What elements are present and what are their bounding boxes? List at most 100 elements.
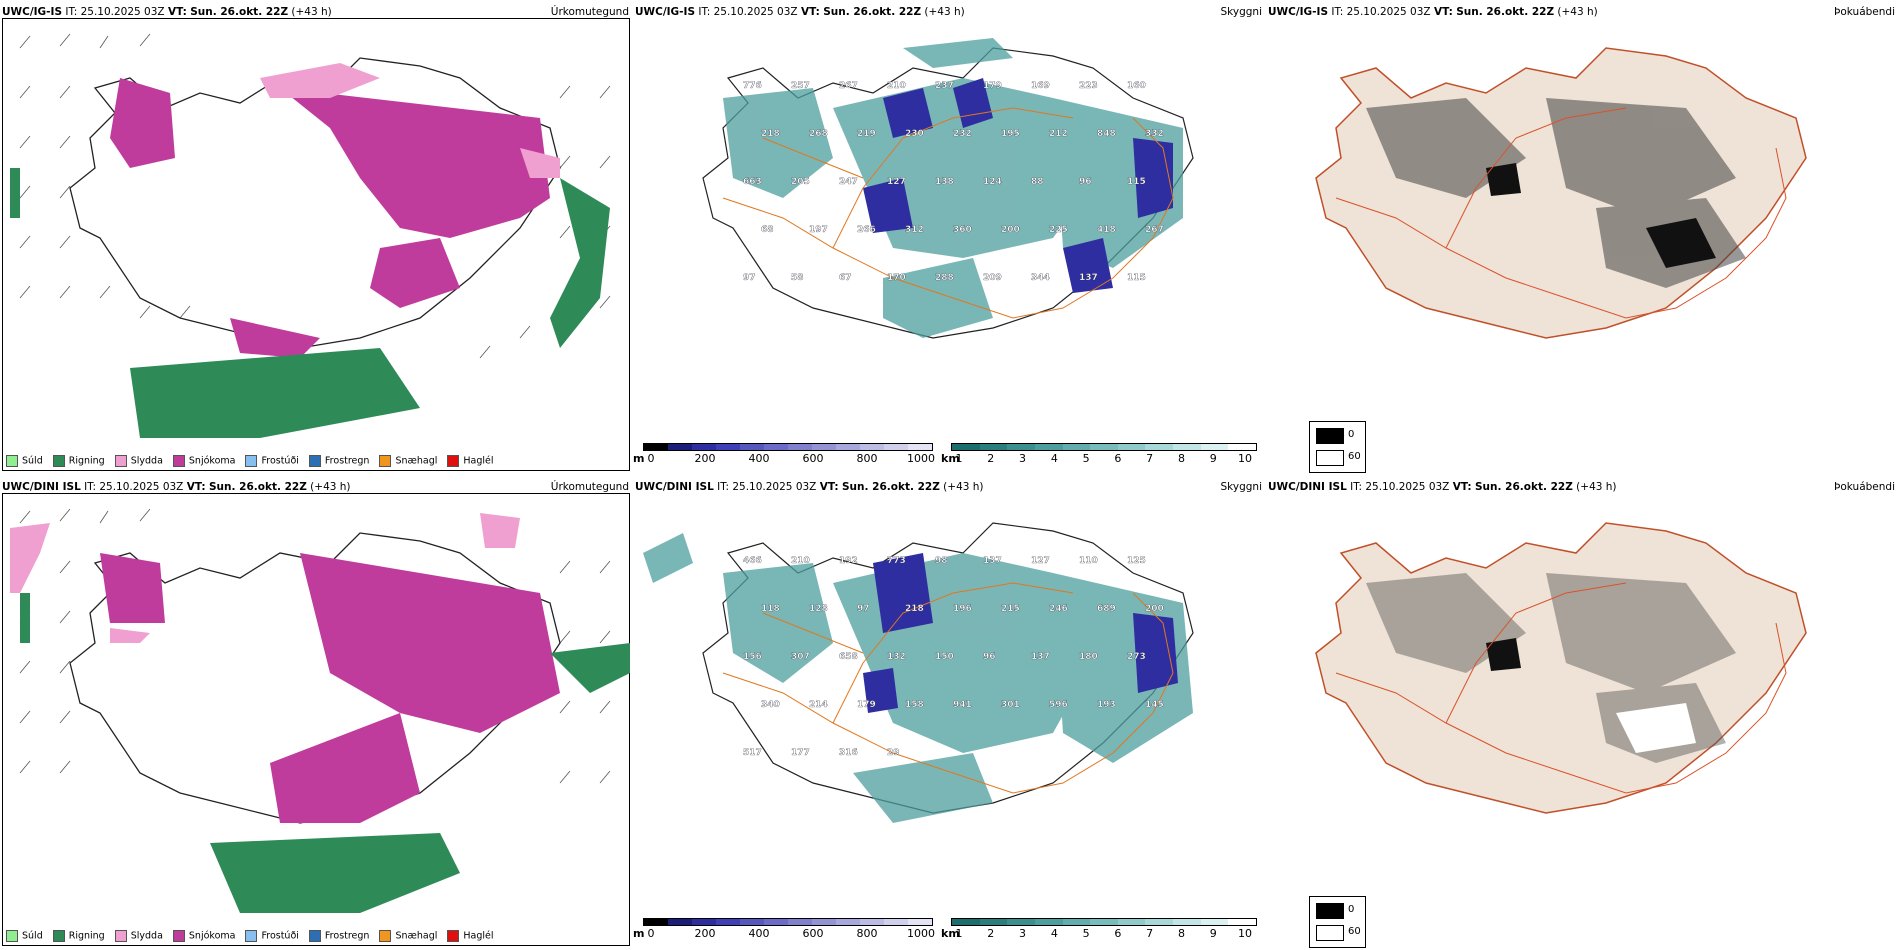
cloud-base-label: 156 xyxy=(743,652,762,662)
colorbar-tick: 0 xyxy=(647,452,655,465)
cloud-base-label: 145 xyxy=(1145,700,1164,710)
fog-shading xyxy=(1366,573,1736,763)
rain-areas xyxy=(20,593,630,913)
legend-swatch xyxy=(379,930,392,942)
cloud-base-label: 218 xyxy=(761,129,780,139)
precip-legend: Súld Rigning Slydda Snjókoma Frostúði Frostre… xyxy=(6,455,494,467)
cloud-base-label: 246 xyxy=(1049,604,1068,614)
cloud-base-label: 192 xyxy=(839,556,858,566)
legend-item: Frostregn xyxy=(308,930,370,942)
panel-title: Þokuábendi xyxy=(1834,481,1895,493)
snow-areas xyxy=(110,78,550,358)
legend-swatch xyxy=(308,455,321,467)
colorbar-tick: 8 xyxy=(1177,927,1185,940)
legend-item: Snæhagl xyxy=(379,930,437,942)
cloud-base-label: 137 xyxy=(983,556,1002,566)
fog-dense xyxy=(1486,163,1716,268)
colorbar-tick: 8 xyxy=(1177,452,1185,465)
legend-label: Snæhagl xyxy=(395,930,438,942)
fog-dense xyxy=(1486,638,1521,671)
legend-item: Slydda xyxy=(114,455,163,467)
cloud-base-label: 58 xyxy=(791,273,804,283)
fog-panel-bottom: UWC/DINI ISL IT: 25.10.2025 03Z VT: Sun.… xyxy=(1266,475,1899,950)
roads xyxy=(722,107,1174,319)
panel-header: UWC/IG-IS IT: 25.10.2025 03Z VT: Sun. 26… xyxy=(2,6,332,18)
fog-panel-top: UWC/IG-IS IT: 25.10.2025 03Z VT: Sun. 26… xyxy=(1266,0,1899,475)
cloud-base-label: 316 xyxy=(839,748,858,758)
cloud-base-label: 150 xyxy=(935,652,954,662)
cloud-base-label: 663 xyxy=(743,177,762,187)
cloud-base-label: 180 xyxy=(1079,652,1098,662)
legend-label: Frostregn xyxy=(324,930,370,942)
cloud-base-label: 200 xyxy=(1145,604,1164,614)
cloud-base-label: 312 xyxy=(905,225,924,235)
cloud-base-label: 160 xyxy=(1127,81,1146,91)
legend-swatch xyxy=(447,930,460,942)
cloud-base-label: 197 xyxy=(809,225,828,235)
precip-map xyxy=(10,33,611,438)
legend-item: Frostregn xyxy=(308,455,369,467)
colorbar-tick: 7 xyxy=(1146,452,1154,465)
low-cloud-areas xyxy=(863,78,1173,293)
cloud-base-label: 215 xyxy=(1001,604,1020,614)
cloud-base-label: 170 xyxy=(887,273,906,283)
cloud-base-label: 230 xyxy=(905,129,924,139)
colorbar-tick: 1 xyxy=(955,452,963,465)
cloud-base-label: 225 xyxy=(1049,225,1068,235)
colorbar-tick: 5 xyxy=(1082,452,1090,465)
cloud-base-label: 132 xyxy=(887,652,906,662)
legend-swatch xyxy=(245,455,258,467)
cloud-base-label: 209 xyxy=(983,273,1002,283)
cloud-base-label: 257 xyxy=(791,81,810,91)
cloud-base-label: 127 xyxy=(1031,556,1050,566)
snow-areas xyxy=(100,553,560,823)
fog-map xyxy=(1315,47,1807,339)
cloud-base-label: 127 xyxy=(887,177,906,187)
cloud-base-label: 218 xyxy=(905,604,924,614)
cloud-base-labels: 776 257 267 210 237 179 169 223 160 218 268 219 230 2… xyxy=(743,81,1164,283)
cloud-base-label: 214 xyxy=(809,700,828,710)
legend-swatch xyxy=(52,455,65,467)
cloud-base-label: 247 xyxy=(839,177,858,187)
legend-swatch xyxy=(6,455,18,467)
cloud-base-label: 307 xyxy=(791,652,810,662)
roads xyxy=(1335,582,1787,794)
panel-title: Skyggni xyxy=(1220,6,1263,18)
cloud-base-label: 179 xyxy=(857,700,876,710)
legend-label: Rigning xyxy=(68,455,105,467)
cloud-base-label: 110 xyxy=(1079,556,1098,566)
cloud-base-label: 97 xyxy=(857,604,870,614)
legend-item: Snjókoma xyxy=(172,930,235,942)
legend-label: Slydda xyxy=(130,455,163,467)
cloud-base-label: 195 xyxy=(1001,129,1020,139)
cloud-base-label: 689 xyxy=(1097,604,1116,614)
cloud-base-label: 193 xyxy=(1097,700,1116,710)
legend-swatch xyxy=(447,455,460,467)
legend-swatch xyxy=(114,455,127,467)
cloud-map: 776 257 267 210 237 179 169 223 160 218 268 219 230 2… xyxy=(702,38,1194,339)
cloud-map: 466 210 192 773 98 137 127 110 125 118 128 97 218 196… xyxy=(643,522,1194,823)
cloud-base-label: 848 xyxy=(1097,129,1116,139)
legend-label: Slydda xyxy=(130,930,163,942)
cloud-base-label: 344 xyxy=(1031,273,1050,283)
cloud-base-label: 223 xyxy=(1079,81,1098,91)
precip-map xyxy=(10,508,630,913)
cloud-base-label: 137 xyxy=(1079,273,1098,283)
legend-item: Rigning xyxy=(52,930,105,942)
cloud-base-label: 268 xyxy=(809,129,828,139)
cloud-base-label: 340 xyxy=(761,700,780,710)
cloud-base-label: 288 xyxy=(935,273,954,283)
panel-header: UWC/IG-IS IT: 25.10.2025 03Z VT: Sun. 26… xyxy=(1268,6,1598,18)
cloud-base-label: 29 xyxy=(887,748,900,758)
cloud-base-label: 212 xyxy=(1049,129,1068,139)
legend-label: Súld xyxy=(22,455,43,467)
colorbar-tick: 400 xyxy=(748,452,770,465)
fog-map xyxy=(1315,522,1807,814)
fog-clear xyxy=(1616,703,1696,753)
cloud-base-label: 118 xyxy=(761,604,780,614)
low-cloud-areas xyxy=(863,553,1178,713)
rain-areas xyxy=(10,168,610,438)
legend-swatch xyxy=(308,930,321,942)
colorbar-tick: 0 xyxy=(647,927,655,940)
legend-label: Frostúði xyxy=(261,455,299,467)
